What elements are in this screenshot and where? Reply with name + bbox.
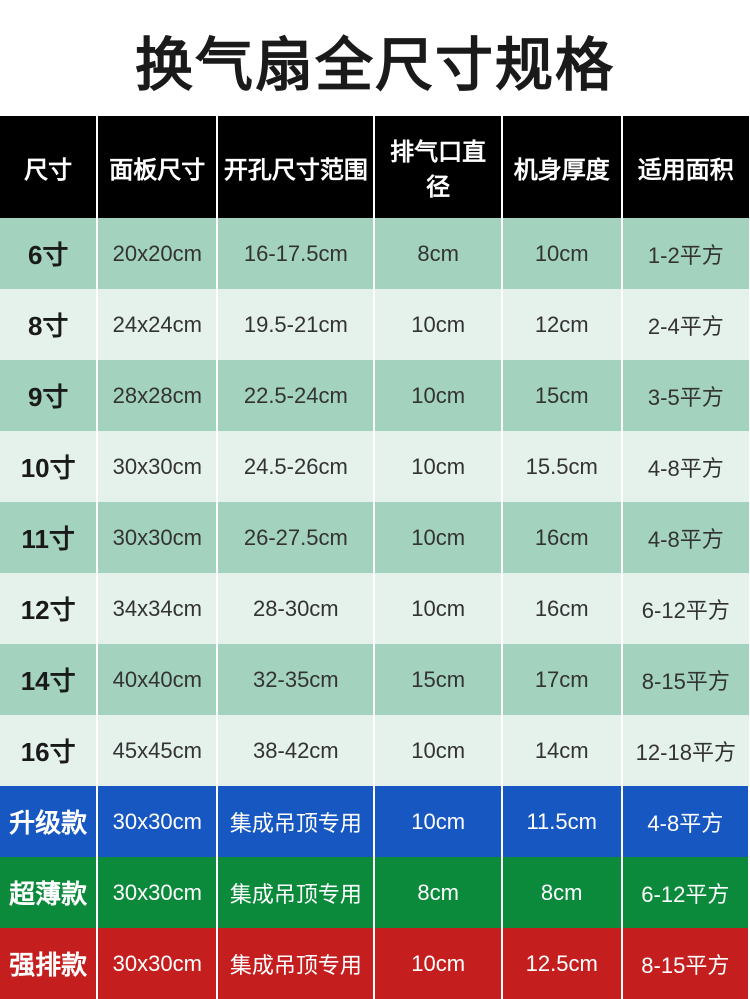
data-cell: 15cm xyxy=(502,360,622,431)
data-cell: 8-15平方 xyxy=(622,928,749,999)
data-cell: 10cm xyxy=(374,715,501,786)
size-cell: 11寸 xyxy=(0,502,97,573)
table-row: 超薄款30x30cm集成吊顶专用8cm8cm6-12平方 xyxy=(0,857,749,928)
page-title: 换气扇全尺寸规格 xyxy=(0,0,750,116)
data-cell: 34x34cm xyxy=(97,573,217,644)
data-cell: 3-5平方 xyxy=(622,360,749,431)
data-cell: 4-8平方 xyxy=(622,786,749,857)
table-row: 9寸28x28cm22.5-24cm10cm15cm3-5平方 xyxy=(0,360,749,431)
table-row: 16寸45x45cm38-42cm10cm14cm12-18平方 xyxy=(0,715,749,786)
size-cell: 16寸 xyxy=(0,715,97,786)
data-cell: 10cm xyxy=(374,573,501,644)
table-header-row: 尺寸 面板尺寸 开孔尺寸范围 排气口直径 机身厚度 适用面积 xyxy=(0,116,749,218)
data-cell: 24x24cm xyxy=(97,289,217,360)
data-cell: 26-27.5cm xyxy=(217,502,374,573)
data-cell: 16cm xyxy=(502,573,622,644)
data-cell: 10cm xyxy=(374,289,501,360)
data-cell: 28-30cm xyxy=(217,573,374,644)
data-cell: 16cm xyxy=(502,502,622,573)
data-cell: 1-2平方 xyxy=(622,218,749,289)
data-cell: 15cm xyxy=(374,644,501,715)
col-header: 尺寸 xyxy=(0,116,97,218)
data-cell: 11.5cm xyxy=(502,786,622,857)
col-header: 开孔尺寸范围 xyxy=(217,116,374,218)
data-cell: 28x28cm xyxy=(97,360,217,431)
size-cell: 10寸 xyxy=(0,431,97,502)
data-cell: 32-35cm xyxy=(217,644,374,715)
data-cell: 8-15平方 xyxy=(622,644,749,715)
data-cell: 6-12平方 xyxy=(622,857,749,928)
data-cell: 30x30cm xyxy=(97,857,217,928)
data-cell: 12-18平方 xyxy=(622,715,749,786)
data-cell: 22.5-24cm xyxy=(217,360,374,431)
col-header: 适用面积 xyxy=(622,116,749,218)
data-cell: 集成吊顶专用 xyxy=(217,857,374,928)
data-cell: 10cm xyxy=(374,360,501,431)
table-row: 8寸24x24cm19.5-21cm10cm12cm2-4平方 xyxy=(0,289,749,360)
table-row: 强排款30x30cm集成吊顶专用10cm12.5cm8-15平方 xyxy=(0,928,749,999)
data-cell: 30x30cm xyxy=(97,786,217,857)
size-cell: 12寸 xyxy=(0,573,97,644)
data-cell: 15.5cm xyxy=(502,431,622,502)
col-header: 面板尺寸 xyxy=(97,116,217,218)
data-cell: 19.5-21cm xyxy=(217,289,374,360)
col-header: 排气口直径 xyxy=(374,116,501,218)
data-cell: 24.5-26cm xyxy=(217,431,374,502)
data-cell: 集成吊顶专用 xyxy=(217,786,374,857)
data-cell: 10cm xyxy=(374,502,501,573)
spec-table: 尺寸 面板尺寸 开孔尺寸范围 排气口直径 机身厚度 适用面积 6寸20x20cm… xyxy=(0,116,750,999)
size-cell: 8寸 xyxy=(0,289,97,360)
size-cell: 6寸 xyxy=(0,218,97,289)
table-row: 6寸20x20cm16-17.5cm8cm10cm1-2平方 xyxy=(0,218,749,289)
data-cell: 12cm xyxy=(502,289,622,360)
data-cell: 12.5cm xyxy=(502,928,622,999)
data-cell: 10cm xyxy=(374,431,501,502)
data-cell: 45x45cm xyxy=(97,715,217,786)
data-cell: 10cm xyxy=(374,786,501,857)
data-cell: 10cm xyxy=(502,218,622,289)
data-cell: 4-8平方 xyxy=(622,502,749,573)
data-cell: 38-42cm xyxy=(217,715,374,786)
size-cell: 升级款 xyxy=(0,786,97,857)
data-cell: 30x30cm xyxy=(97,502,217,573)
data-cell: 30x30cm xyxy=(97,431,217,502)
data-cell: 2-4平方 xyxy=(622,289,749,360)
data-cell: 6-12平方 xyxy=(622,573,749,644)
table-row: 14寸40x40cm32-35cm15cm17cm8-15平方 xyxy=(0,644,749,715)
size-cell: 9寸 xyxy=(0,360,97,431)
size-cell: 14寸 xyxy=(0,644,97,715)
table-row: 12寸34x34cm28-30cm10cm16cm6-12平方 xyxy=(0,573,749,644)
table-body: 6寸20x20cm16-17.5cm8cm10cm1-2平方8寸24x24cm1… xyxy=(0,218,749,999)
col-header: 机身厚度 xyxy=(502,116,622,218)
table-row: 10寸30x30cm24.5-26cm10cm15.5cm4-8平方 xyxy=(0,431,749,502)
data-cell: 10cm xyxy=(374,928,501,999)
size-cell: 超薄款 xyxy=(0,857,97,928)
table-row: 11寸30x30cm26-27.5cm10cm16cm4-8平方 xyxy=(0,502,749,573)
data-cell: 4-8平方 xyxy=(622,431,749,502)
data-cell: 14cm xyxy=(502,715,622,786)
data-cell: 17cm xyxy=(502,644,622,715)
table-row: 升级款30x30cm集成吊顶专用10cm11.5cm4-8平方 xyxy=(0,786,749,857)
data-cell: 20x20cm xyxy=(97,218,217,289)
data-cell: 集成吊顶专用 xyxy=(217,928,374,999)
size-cell: 强排款 xyxy=(0,928,97,999)
data-cell: 40x40cm xyxy=(97,644,217,715)
data-cell: 8cm xyxy=(502,857,622,928)
data-cell: 16-17.5cm xyxy=(217,218,374,289)
data-cell: 8cm xyxy=(374,218,501,289)
data-cell: 8cm xyxy=(374,857,501,928)
data-cell: 30x30cm xyxy=(97,928,217,999)
